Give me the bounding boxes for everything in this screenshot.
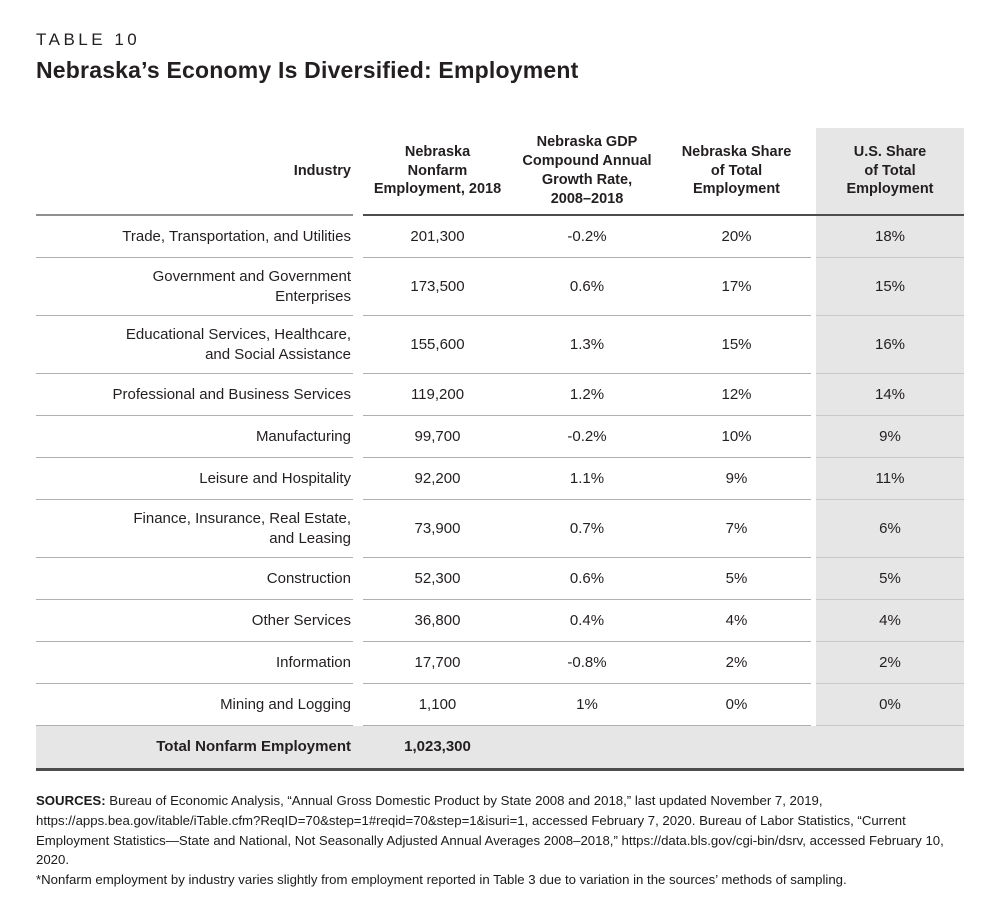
table-row: Information 17,700 -0.8% 2% 2% (36, 642, 964, 684)
column-gap (353, 216, 363, 258)
us-share-cell: 9% (816, 416, 964, 458)
table-row: Construction 52,300 0.6% 5% 5% (36, 558, 964, 600)
us-share-cell: 15% (816, 258, 964, 316)
nebraska-share-cell: 0% (662, 684, 811, 726)
employment-cell: 52,300 (363, 558, 512, 600)
table-number-kicker: TABLE 10 (36, 30, 141, 49)
industry-cell: Trade, Transportation, and Utilities (36, 216, 353, 258)
column-gap (353, 684, 363, 726)
total-label: Total Nonfarm Employment (156, 738, 351, 756)
nebraska-share-cell: 12% (662, 374, 811, 416)
us-share-cell: 11% (816, 458, 964, 500)
col-header-industry: Industry (36, 128, 353, 216)
nebraska-share-cell: 10% (662, 416, 811, 458)
industry-cell: Professional and Business Services (36, 374, 353, 416)
industry-cell: Mining and Logging (36, 684, 353, 726)
table-heading-block: TABLE 10 Nebraska’s Economy Is Diversifi… (36, 30, 964, 84)
growth-cell: 0.6% (512, 258, 662, 316)
total-row: Total Nonfarm Employment 1,023,300 (36, 726, 964, 771)
industry-cell: Construction (36, 558, 353, 600)
column-gap (353, 642, 363, 684)
table-header-row: Industry Nebraska Nonfarm Employment, 20… (36, 128, 964, 216)
employment-cell: 17,700 (363, 642, 512, 684)
employment-cell: 1,100 (363, 684, 512, 726)
industry-cell: Other Services (36, 600, 353, 642)
employment-cell: 173,500 (363, 258, 512, 316)
us-share-cell: 6% (816, 500, 964, 558)
column-gap (353, 316, 363, 374)
table-row: Mining and Logging 1,100 1% 0% 0% (36, 684, 964, 726)
column-gap (353, 600, 363, 642)
us-share-cell: 5% (816, 558, 964, 600)
table-row: Educational Services, Healthcare, and So… (36, 316, 964, 374)
table-row: Professional and Business Services 119,2… (36, 374, 964, 416)
col-header-nonfarm-employment: Nebraska Nonfarm Employment, 2018 (363, 128, 512, 216)
growth-cell: 0.7% (512, 500, 662, 558)
column-gap (353, 500, 363, 558)
nebraska-share-cell: 20% (662, 216, 811, 258)
us-share-cell: 4% (816, 600, 964, 642)
table-row: Finance, Insurance, Real Estate, and Lea… (36, 500, 964, 558)
sources-text: Bureau of Economic Analysis, “Annual Gro… (36, 793, 944, 868)
column-gap (353, 416, 363, 458)
col-header-us-share: U.S. Share of Total Employment (816, 128, 964, 216)
column-gap (353, 374, 363, 416)
footnote: *Nonfarm employment by industry varies s… (36, 872, 847, 888)
employment-cell: 92,200 (363, 458, 512, 500)
growth-cell: -0.2% (512, 216, 662, 258)
industry-cell: Information (36, 642, 353, 684)
employment-cell: 99,700 (363, 416, 512, 458)
sources-block: SOURCES: Bureau of Economic Analysis, “A… (36, 791, 964, 890)
column-gap (353, 258, 363, 316)
us-share-cell: 16% (816, 316, 964, 374)
industry-cell: Manufacturing (36, 416, 353, 458)
growth-cell: -0.2% (512, 416, 662, 458)
col-header-gdp-growth-rate: Nebraska GDP Compound Annual Growth Rate… (512, 128, 662, 216)
us-share-cell: 14% (816, 374, 964, 416)
industry-cell: Finance, Insurance, Real Estate, and Lea… (36, 500, 353, 558)
total-value: 1,023,300 (404, 738, 471, 756)
column-gap (353, 558, 363, 600)
sources-label: SOURCES: (36, 793, 106, 808)
employment-cell: 201,300 (363, 216, 512, 258)
table-row: Trade, Transportation, and Utilities 201… (36, 216, 964, 258)
nebraska-share-cell: 4% (662, 600, 811, 642)
growth-cell: 1.2% (512, 374, 662, 416)
us-share-cell: 18% (816, 216, 964, 258)
table-row: Manufacturing 99,700 -0.2% 10% 9% (36, 416, 964, 458)
industry-cell: Leisure and Hospitality (36, 458, 353, 500)
nebraska-share-cell: 15% (662, 316, 811, 374)
nebraska-share-cell: 9% (662, 458, 811, 500)
nebraska-share-cell: 7% (662, 500, 811, 558)
nebraska-share-cell: 2% (662, 642, 811, 684)
column-gap (811, 128, 816, 216)
sources-paragraph: SOURCES: Bureau of Economic Analysis, “A… (36, 791, 964, 870)
table-title: Nebraska’s Economy Is Diversified: Emplo… (36, 57, 579, 83)
employment-cell: 36,800 (363, 600, 512, 642)
growth-cell: 1.1% (512, 458, 662, 500)
growth-cell: 0.4% (512, 600, 662, 642)
industry-cell: Government and Government Enterprises (36, 258, 353, 316)
growth-cell: 1.3% (512, 316, 662, 374)
nebraska-share-cell: 5% (662, 558, 811, 600)
growth-cell: 0.6% (512, 558, 662, 600)
employment-table: Industry Nebraska Nonfarm Employment, 20… (36, 128, 964, 771)
column-gap (353, 128, 363, 216)
us-share-cell: 2% (816, 642, 964, 684)
table-row: Government and Government Enterprises 17… (36, 258, 964, 316)
growth-cell: -0.8% (512, 642, 662, 684)
column-gap (353, 726, 363, 768)
table-row: Leisure and Hospitality 92,200 1.1% 9% 1… (36, 458, 964, 500)
employment-cell: 119,200 (363, 374, 512, 416)
industry-cell: Educational Services, Healthcare, and So… (36, 316, 353, 374)
employment-cell: 155,600 (363, 316, 512, 374)
nebraska-share-cell: 17% (662, 258, 811, 316)
employment-cell: 73,900 (363, 500, 512, 558)
us-share-cell: 0% (816, 684, 964, 726)
column-gap (353, 458, 363, 500)
growth-cell: 1% (512, 684, 662, 726)
table-row: Other Services 36,800 0.4% 4% 4% (36, 600, 964, 642)
col-header-nebraska-share: Nebraska Share of Total Employment (662, 128, 811, 216)
